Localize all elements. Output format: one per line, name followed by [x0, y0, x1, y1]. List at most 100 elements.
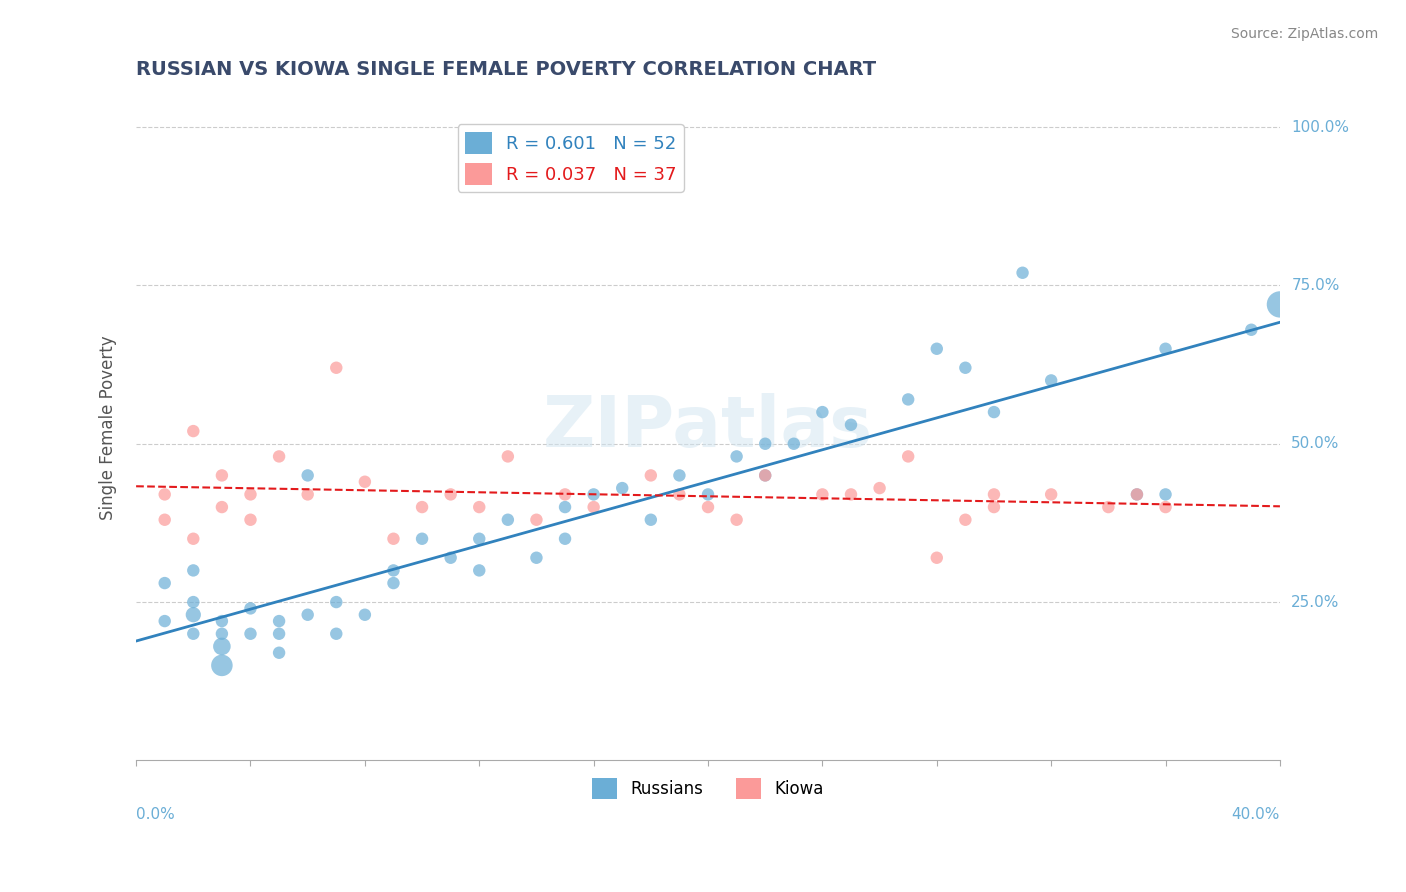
Point	[440, 550, 463, 565]
Point	[1040, 487, 1063, 501]
Point	[897, 450, 920, 464]
Point	[697, 487, 720, 501]
Point	[411, 532, 433, 546]
Text: 40.0%: 40.0%	[1232, 807, 1279, 822]
Point	[211, 500, 233, 514]
Text: RUSSIAN VS KIOWA SINGLE FEMALE POVERTY CORRELATION CHART: RUSSIAN VS KIOWA SINGLE FEMALE POVERTY C…	[136, 60, 876, 78]
Point	[1097, 500, 1119, 514]
Point	[839, 487, 862, 501]
Point	[725, 450, 748, 464]
Point	[1268, 297, 1291, 311]
Point	[468, 532, 491, 546]
Point	[267, 626, 290, 640]
Point	[153, 487, 176, 501]
Point	[925, 342, 948, 356]
Point	[382, 576, 405, 591]
Point	[181, 532, 204, 546]
Y-axis label: Single Female Poverty: Single Female Poverty	[100, 335, 117, 520]
Point	[181, 607, 204, 622]
Point	[468, 500, 491, 514]
Point	[983, 487, 1005, 501]
Point	[897, 392, 920, 407]
Point	[869, 481, 891, 495]
Point	[1126, 487, 1149, 501]
Text: 50.0%: 50.0%	[1291, 436, 1340, 451]
Text: ZIPatlas: ZIPatlas	[543, 393, 873, 462]
Point	[239, 601, 262, 615]
Point	[153, 614, 176, 628]
Point	[526, 513, 548, 527]
Point	[297, 487, 319, 501]
Point	[325, 595, 347, 609]
Point	[1154, 500, 1177, 514]
Point	[153, 513, 176, 527]
Point	[267, 646, 290, 660]
Point	[297, 468, 319, 483]
Point	[239, 487, 262, 501]
Point	[1011, 266, 1033, 280]
Text: Source: ZipAtlas.com: Source: ZipAtlas.com	[1230, 27, 1378, 41]
Point	[382, 563, 405, 577]
Point	[955, 360, 977, 375]
Legend: Russians, Kiowa: Russians, Kiowa	[585, 772, 831, 805]
Text: 0.0%: 0.0%	[136, 807, 174, 822]
Point	[554, 487, 576, 501]
Point	[297, 607, 319, 622]
Point	[411, 500, 433, 514]
Point	[211, 468, 233, 483]
Point	[468, 563, 491, 577]
Point	[839, 417, 862, 432]
Point	[526, 550, 548, 565]
Point	[181, 563, 204, 577]
Point	[1040, 373, 1063, 387]
Text: 100.0%: 100.0%	[1291, 120, 1350, 135]
Point	[1154, 487, 1177, 501]
Point	[983, 405, 1005, 419]
Point	[811, 487, 834, 501]
Point	[925, 550, 948, 565]
Point	[754, 468, 776, 483]
Point	[211, 640, 233, 654]
Point	[267, 614, 290, 628]
Point	[267, 450, 290, 464]
Point	[783, 436, 806, 450]
Point	[554, 500, 576, 514]
Point	[725, 513, 748, 527]
Point	[181, 424, 204, 438]
Point	[382, 532, 405, 546]
Point	[211, 658, 233, 673]
Point	[983, 500, 1005, 514]
Point	[211, 626, 233, 640]
Point	[181, 626, 204, 640]
Point	[1154, 342, 1177, 356]
Point	[668, 487, 690, 501]
Point	[354, 475, 377, 489]
Point	[811, 405, 834, 419]
Point	[496, 450, 519, 464]
Point	[239, 513, 262, 527]
Point	[754, 436, 776, 450]
Point	[612, 481, 634, 495]
Point	[440, 487, 463, 501]
Point	[582, 487, 605, 501]
Text: 25.0%: 25.0%	[1291, 595, 1340, 609]
Point	[153, 576, 176, 591]
Point	[1126, 487, 1149, 501]
Point	[668, 468, 690, 483]
Point	[697, 500, 720, 514]
Point	[955, 513, 977, 527]
Point	[554, 532, 576, 546]
Point	[1240, 323, 1263, 337]
Point	[325, 626, 347, 640]
Point	[640, 513, 662, 527]
Point	[211, 614, 233, 628]
Point	[496, 513, 519, 527]
Point	[582, 500, 605, 514]
Point	[640, 468, 662, 483]
Point	[325, 360, 347, 375]
Point	[754, 468, 776, 483]
Text: 75.0%: 75.0%	[1291, 278, 1340, 293]
Point	[181, 595, 204, 609]
Point	[239, 626, 262, 640]
Point	[354, 607, 377, 622]
